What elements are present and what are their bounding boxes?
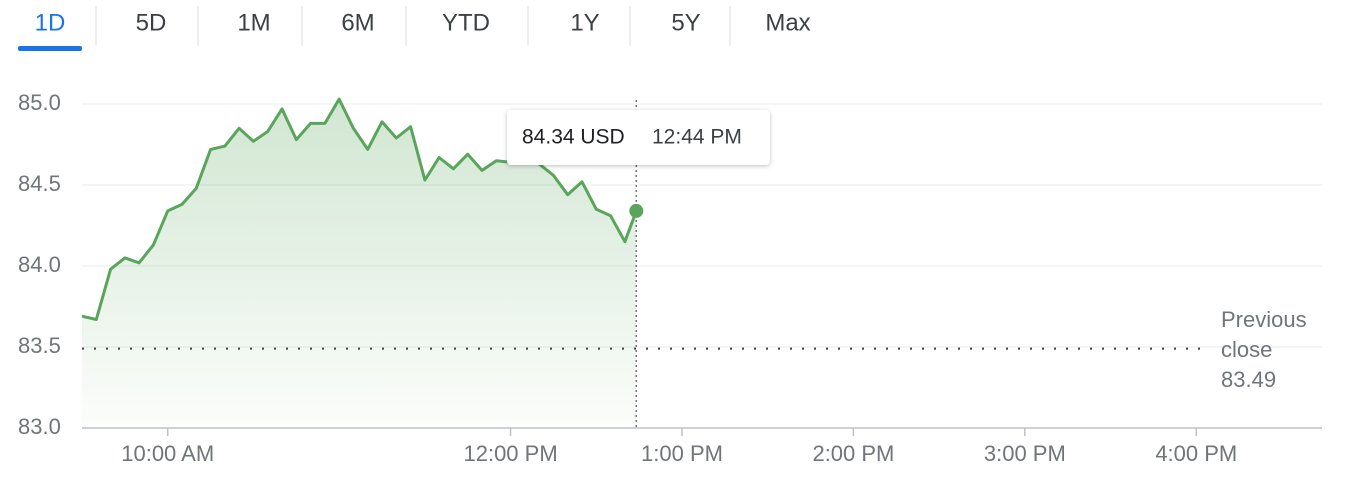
price-line <box>81 97 638 321</box>
area <box>82 99 637 428</box>
y-tick-label: 85.0 <box>18 90 61 115</box>
tab[interactable]: 6M <box>341 9 374 36</box>
tab-underline <box>18 46 82 51</box>
tab[interactable]: 5Y <box>671 9 700 36</box>
tab[interactable]: 1Y <box>570 9 599 36</box>
previous-close-value: 83.49 <box>1221 367 1277 392</box>
tooltip-price: 84.34 USD <box>522 126 625 149</box>
previous-close-text: Previous close <box>1221 307 1307 362</box>
tab[interactable]: 1D <box>35 9 66 36</box>
plot-area: 83.0 83.5 84.0 84.5 85.0 10:00 AM 12:00 PM 1:00… <box>18 90 1322 466</box>
x-tick-label: 3:00 PM <box>984 441 1066 466</box>
tab[interactable]: YTD <box>442 9 490 36</box>
y-tick-label: 83.5 <box>18 333 61 358</box>
x-tick-label: 10:00 AM <box>121 441 214 466</box>
tooltip-time: 12:44 PM <box>652 126 742 149</box>
tab[interactable]: 1M <box>237 9 270 36</box>
tooltip-box <box>507 110 770 165</box>
x-tick-label: 4:00 PM <box>1155 441 1237 466</box>
x-tick-label: 1:00 PM <box>641 441 723 466</box>
hover-point <box>629 203 644 218</box>
tab-bar: 1D 5D 1M 6M YTD 1Y 5Y Max <box>18 6 811 51</box>
y-tick-label: 84.5 <box>18 171 61 196</box>
y-tick-label: 84.0 <box>18 252 61 277</box>
tab[interactable]: 5D <box>136 9 167 36</box>
y-tick-label: 83.0 <box>18 414 61 439</box>
tab[interactable]: Max <box>765 9 810 36</box>
previous-close-label: Previous close 83.49 <box>1221 305 1331 395</box>
x-tick-label: 12:00 PM <box>463 441 557 466</box>
x-tick-label: 2:00 PM <box>812 441 894 466</box>
